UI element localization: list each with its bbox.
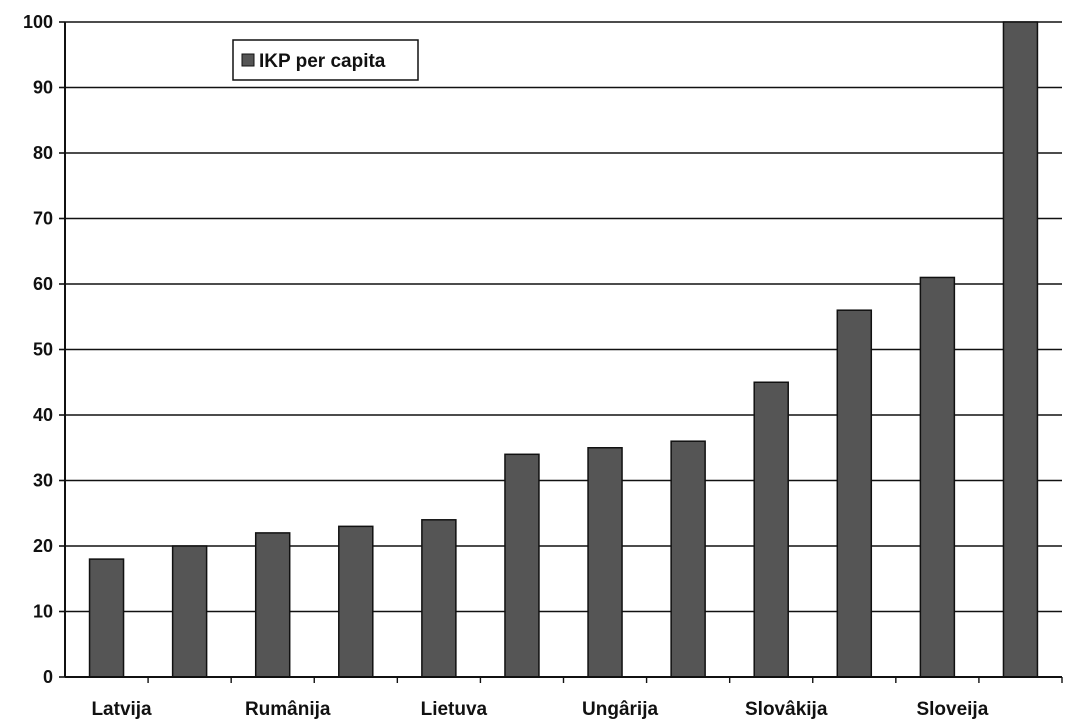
legend: IKP per capita	[232, 39, 419, 81]
y-tick-label: 80	[33, 143, 53, 163]
y-tick-label: 40	[33, 405, 53, 425]
x-category-label: Lietuva	[421, 699, 488, 720]
bar	[88, 558, 125, 678]
x-category-labels: Latvija Rumânija Lietuva Ungârija Slovâkija S…	[91, 677, 1063, 720]
bar	[587, 447, 623, 678]
legend-label: IKP per capita	[259, 51, 386, 72]
y-tick-label: 60	[33, 274, 53, 294]
y-tick-labels: 0 10 20 30 40 50 60 70 80 90 100	[23, 12, 65, 687]
y-tick-label: 30	[33, 471, 53, 491]
y-tick-label: 20	[33, 536, 53, 556]
legend-swatch	[241, 53, 255, 67]
y-tick-label: 10	[33, 602, 53, 622]
x-category-label: Slovâkija	[745, 699, 828, 720]
bar	[919, 276, 956, 678]
y-tick-label: 0	[43, 667, 53, 687]
x-category-label: Ungârija	[582, 699, 658, 720]
bar	[254, 532, 291, 678]
y-tick-label: 50	[33, 340, 53, 360]
bar	[171, 545, 208, 678]
x-category-label: Rumânija	[245, 699, 331, 720]
bar	[1002, 21, 1039, 678]
x-category-label: Latvija	[91, 699, 152, 720]
y-tick-label: 90	[33, 78, 53, 98]
gridlines	[65, 21, 1062, 613]
legend-box	[232, 39, 419, 81]
bar	[836, 309, 873, 678]
y-tick-label: 100	[23, 12, 53, 32]
bar	[421, 519, 457, 678]
bar	[670, 440, 706, 678]
x-category-label: Sloveija	[916, 699, 988, 720]
bar	[504, 453, 540, 678]
y-tick-label: 70	[33, 209, 53, 229]
bar	[338, 525, 374, 678]
bar	[753, 381, 789, 678]
